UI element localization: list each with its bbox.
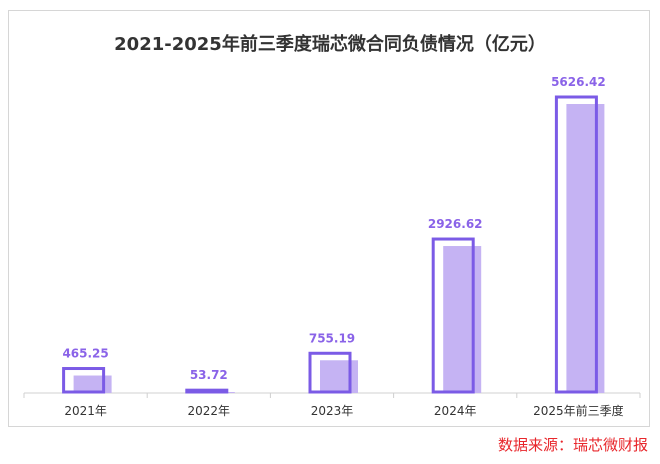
bar-fill — [566, 104, 605, 393]
data-label: 53.72 — [190, 368, 228, 382]
bar-fill — [443, 246, 482, 393]
data-label: 755.19 — [309, 331, 355, 345]
data-label: 2926.62 — [428, 217, 483, 231]
x-tick-label: 2021年 — [64, 404, 107, 418]
bar-outline — [554, 95, 598, 394]
bar-outline — [185, 388, 229, 394]
bar-outline — [62, 367, 106, 394]
bar-fill — [73, 375, 112, 393]
x-tick-label: 2022年 — [188, 404, 231, 418]
bar-fill — [320, 360, 358, 393]
data-label: 465.25 — [62, 347, 108, 361]
chart-frame — [8, 10, 650, 427]
data-label: 5626.42 — [551, 75, 606, 89]
x-tick-label: 2025年前三季度 — [533, 403, 624, 418]
x-tick-label: 2024年 — [434, 404, 477, 418]
bar-outline — [308, 351, 352, 394]
source-note: 数据来源：瑞芯微财报 — [497, 436, 648, 454]
x-tick-label: 2023年 — [311, 404, 354, 418]
chart-title: 2021-2025年前三季度瑞芯微合同负债情况（亿元） — [114, 34, 546, 55]
bar-outline — [431, 237, 475, 394]
